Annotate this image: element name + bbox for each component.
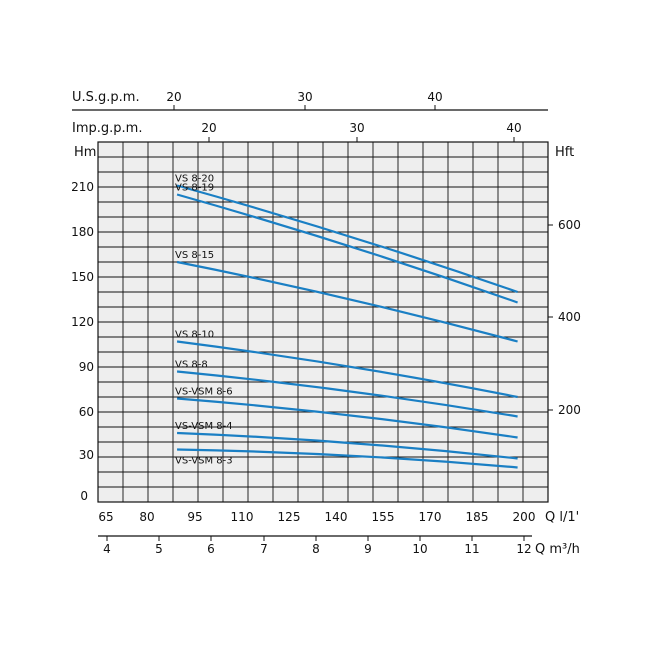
- pump-curve-label: VS-VSM 8-3: [175, 456, 233, 467]
- imp-gpm-tick-label: 30: [349, 121, 364, 135]
- us-gpm-tick-label: 30: [297, 90, 312, 104]
- lmin-tick-label: 170: [419, 510, 442, 524]
- m3h-tick-label: 8: [312, 542, 320, 556]
- pump-curve-label: VS-VSM 8-4: [175, 421, 233, 432]
- pump-curve-line: [176, 193, 518, 304]
- pump-curve-label: VS 8-20: [175, 174, 214, 185]
- us-gpm-tick-label: 20: [166, 90, 181, 104]
- pump-curve-label: VS 8-8: [175, 360, 208, 371]
- m3h-tick-label: 10: [412, 542, 427, 556]
- hm-tick-label: 60: [79, 405, 94, 419]
- lmin-tick-label: 125: [278, 510, 301, 524]
- left-head-m-axis: Hm 0 30 60 90 120 150 180 210: [71, 145, 96, 503]
- lmin-tick-label: 185: [466, 510, 489, 524]
- imp-gpm-tick-label: 20: [201, 121, 216, 135]
- lmin-tick-label: 200: [513, 510, 536, 524]
- m3h-tick-label: 4: [103, 542, 111, 556]
- hm-axis-title: Hm: [74, 145, 96, 160]
- bottom-flow-m3h-axis: 4 5 6 7 8 9 10 11 12 Q m³/h: [98, 535, 580, 557]
- right-head-ft-axis: Hft 200 400 600: [548, 145, 581, 417]
- hm-tick-label: 120: [71, 315, 94, 329]
- us-gpm-axis-title: U.S.g.p.m.: [72, 90, 140, 105]
- hm-tick-label: 90: [79, 360, 94, 374]
- hft-tick-label: 600: [558, 218, 581, 232]
- hm-tick-label: 0: [80, 489, 88, 503]
- m3h-tick-label: 12: [516, 542, 531, 556]
- hft-axis-title: Hft: [555, 145, 574, 160]
- imp-gpm-tick-label: 40: [506, 121, 521, 135]
- pump-curve-line: [176, 397, 518, 439]
- lmin-tick-label: 65: [98, 510, 113, 524]
- pump-curve-line: [176, 370, 518, 418]
- pump-curve-line: [177, 448, 518, 469]
- us-gpm-tick-label: 40: [427, 90, 442, 104]
- hm-tick-label: 150: [71, 270, 94, 284]
- pump-curve-label: VS-VSM 8-6: [175, 387, 233, 398]
- imp-gpm-axis-title: Imp.g.p.m.: [72, 121, 142, 136]
- hft-tick-label: 400: [558, 310, 581, 324]
- pump-curve-line: [176, 184, 518, 294]
- lmin-tick-label: 80: [139, 510, 154, 524]
- pump-curve-label: VS 8-19: [175, 183, 214, 194]
- top-us-gpm-axis: U.S.g.p.m. 20 30 40: [72, 90, 548, 111]
- lmin-tick-label: 155: [372, 510, 395, 524]
- bottom-flow-lmin-axis: 65 80 95 110 125 140 155 170 185 200 Q l…: [98, 510, 579, 525]
- hm-tick-label: 180: [71, 225, 94, 239]
- pump-curve-label: VS 8-15: [175, 250, 214, 261]
- pump-curve-label: VS 8-10: [175, 330, 214, 341]
- pump-curve-line: [176, 260, 518, 343]
- m3h-tick-label: 7: [260, 542, 268, 556]
- m3h-tick-label: 5: [155, 542, 163, 556]
- grid: [98, 142, 548, 502]
- m3h-axis-title: Q m³/h: [535, 542, 580, 557]
- top-imp-gpm-axis: Imp.g.p.m. 20 30 40: [72, 121, 522, 142]
- hm-tick-label: 30: [79, 448, 94, 462]
- m3h-tick-label: 9: [364, 542, 372, 556]
- m3h-tick-label: 11: [464, 542, 479, 556]
- lmin-tick-label: 110: [231, 510, 254, 524]
- lmin-axis-title: Q l/1': [545, 510, 579, 525]
- pump-curve-line: [177, 431, 518, 460]
- m3h-tick-label: 6: [207, 542, 215, 556]
- hm-tick-label: 210: [71, 180, 94, 194]
- hft-tick-label: 200: [558, 403, 581, 417]
- pump-curve-line: [176, 340, 518, 399]
- lmin-tick-label: 140: [325, 510, 348, 524]
- lmin-tick-label: 95: [187, 510, 202, 524]
